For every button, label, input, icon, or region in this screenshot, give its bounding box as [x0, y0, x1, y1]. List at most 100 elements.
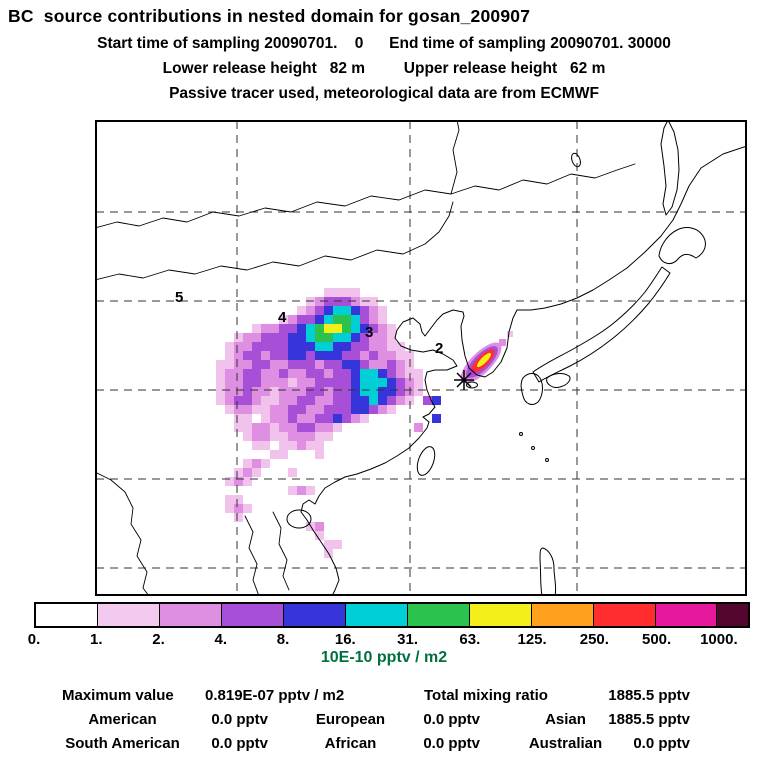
plume-cell: [423, 396, 432, 405]
gridlines: [96, 121, 746, 595]
plume-cell: [360, 387, 369, 396]
plume-cell: [261, 459, 270, 468]
plume-cell: [252, 378, 261, 387]
map-markers: 5 4 3 2: [175, 289, 443, 357]
region-asian-value: 1885.5 pptv: [608, 711, 690, 728]
plume-cell: [225, 360, 234, 369]
island-shikoku: [546, 373, 571, 388]
colorbar-tick-label: 8.: [276, 631, 290, 648]
plume-cell: [216, 396, 225, 405]
receptor-number: 5: [175, 289, 183, 306]
plume-cell: [351, 342, 360, 351]
plume-cell: [225, 378, 234, 387]
plume-cell: [306, 315, 315, 324]
plume-cell: [279, 387, 288, 396]
plume-cell: [342, 378, 351, 387]
plume-cell: [351, 324, 360, 333]
plume-cell: [315, 324, 324, 333]
plume-cell: [288, 315, 297, 324]
plume-cell: [351, 378, 360, 387]
plume-cell: [315, 531, 324, 540]
plume-cell: [288, 486, 297, 495]
plume-cell: [252, 387, 261, 396]
total-mixing-ratio-label: Total mixing ratio: [424, 687, 548, 704]
plume-cell: [396, 360, 405, 369]
plume-cell: [351, 333, 360, 342]
plume-cell: [360, 351, 369, 360]
plume-cell: [234, 387, 243, 396]
colorbar-tick-label: 500.: [641, 631, 672, 648]
colorbar-segment: [654, 604, 717, 626]
plume-cell: [279, 342, 288, 351]
plume-cell: [297, 342, 306, 351]
plume-cell: [252, 459, 261, 468]
plume-cell: [396, 351, 405, 360]
plume-cell: [279, 360, 288, 369]
plume-cell: [288, 468, 297, 477]
plume-cell: [315, 351, 324, 360]
plume-cell: [333, 414, 342, 423]
plume-field: [216, 288, 441, 558]
plume-cell: [351, 396, 360, 405]
plume-cell: [378, 333, 387, 342]
plume-cell: [378, 396, 387, 405]
colorbar-segment: [282, 604, 345, 626]
plume-cell: [414, 423, 423, 432]
plume-cell: [270, 369, 279, 378]
island-sakhalin: [660, 120, 680, 216]
plume-cell: [378, 387, 387, 396]
plume-cell: [324, 306, 333, 315]
plume-cell: [342, 360, 351, 369]
plume-cell: [351, 405, 360, 414]
island-honshu: [532, 266, 671, 383]
plume-cell: [261, 378, 270, 387]
plume-cell: [369, 387, 378, 396]
plume-cell: [306, 423, 315, 432]
plume-cell: [324, 423, 333, 432]
plume-cell: [333, 387, 342, 396]
plume-cell: [297, 387, 306, 396]
plume-cell: [351, 387, 360, 396]
plume-cell: [297, 486, 306, 495]
plume-cell: [342, 414, 351, 423]
plume-cell: [279, 324, 288, 333]
plume-cell: [261, 423, 270, 432]
plume-cell: [279, 414, 288, 423]
plume-cell: [432, 396, 441, 405]
plume-cell: [234, 405, 243, 414]
island-ryukyu-2: [531, 446, 535, 450]
plume-cell: [252, 324, 261, 333]
colorbar-tick-label: 1000.: [700, 631, 738, 648]
plume-cell: [270, 333, 279, 342]
coastline-mainland: [300, 145, 747, 596]
plume-cell: [333, 405, 342, 414]
plume-cell: [297, 351, 306, 360]
colorbar-segment: [716, 604, 748, 626]
plume-cell: [315, 378, 324, 387]
plume-cell: [252, 468, 261, 477]
plume-cell: [342, 387, 351, 396]
colorbar-tick-label: 16.: [334, 631, 356, 648]
plume-cell: [306, 369, 315, 378]
plume-cell: [360, 360, 369, 369]
island-taiwan: [416, 446, 436, 476]
plume-cell: [306, 414, 315, 423]
plume-cell: [243, 342, 252, 351]
plume-cell: [297, 306, 306, 315]
plume-cell: [297, 405, 306, 414]
island-jeju: [466, 381, 478, 389]
plume-cell: [261, 333, 270, 342]
plume-cell: [270, 342, 279, 351]
plume-cell: [387, 342, 396, 351]
station-star-icon: [454, 370, 474, 390]
plume-cell: [252, 396, 261, 405]
plume-cell: [342, 405, 351, 414]
island-ryukyu-1: [519, 432, 523, 436]
stats-row-regions-2: South American 0.0 pptv African 0.0 pptv…: [0, 735, 768, 755]
plume-cell: [396, 387, 405, 396]
region-australian-value: 0.0 pptv: [633, 735, 690, 752]
plume-cell: [324, 360, 333, 369]
river-red: [272, 511, 290, 591]
plume-cell: [297, 396, 306, 405]
plume-cell: [369, 315, 378, 324]
